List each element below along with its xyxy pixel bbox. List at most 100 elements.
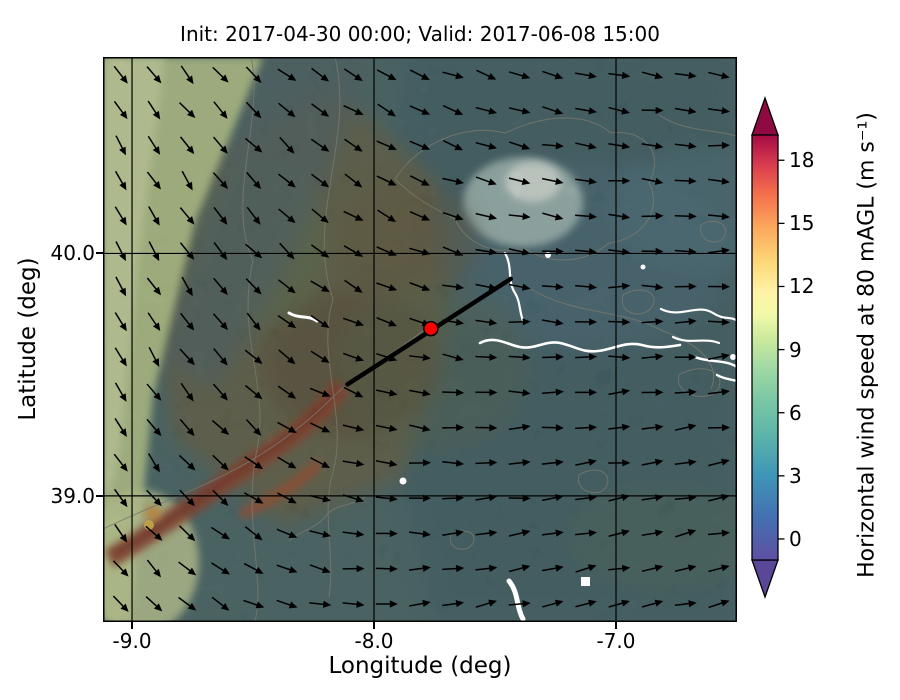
wind-arrow-shaft (179, 489, 191, 502)
wind-arrow (344, 68, 363, 82)
wind-arrow (641, 388, 664, 396)
x-tick-label: -7.0 (596, 629, 636, 653)
wind-arrow (674, 564, 697, 572)
wind-arrow-head (320, 144, 330, 152)
wind-arrow-head (621, 529, 630, 537)
wind-arrow (674, 282, 697, 291)
x-tick-label: -8.0 (354, 629, 394, 653)
wind-arrow-shaft (147, 100, 158, 115)
wind-arrow (475, 529, 498, 537)
wind-arrow-head (389, 424, 398, 432)
wind-arrow-shaft (475, 496, 491, 501)
colorbar-tick-label: 9 (789, 337, 802, 362)
wind-arrow-head (320, 250, 330, 258)
wind-arrow-shaft (178, 561, 192, 572)
wind-arrow-shaft (344, 279, 358, 290)
wind-arrow-shaft (409, 247, 425, 254)
wind-arrow-head (522, 494, 531, 502)
colorbar-tick-label: 15 (789, 211, 815, 236)
wind-arrow-shaft (213, 206, 224, 220)
wind-arrow (674, 107, 697, 115)
wind-arrow-shaft (541, 391, 557, 395)
wind-arrow (147, 135, 161, 155)
wind-arrow (213, 101, 228, 119)
wind-arrow (475, 106, 498, 115)
wind-arrow-shaft (708, 461, 724, 467)
wind-arrow-shaft (608, 567, 624, 571)
wind-arrow (409, 599, 431, 607)
wind-arrow-head (555, 388, 564, 396)
wind-arrow-head (688, 353, 697, 361)
wind-arrow (475, 459, 498, 467)
wind-arrow-shaft (409, 282, 425, 289)
wind-arrow (146, 66, 162, 84)
wind-arrow-head (253, 180, 262, 190)
wind-arrow-head (253, 250, 263, 259)
wind-arrow-head (521, 143, 531, 150)
wind-arrow-shaft (376, 175, 391, 184)
wind-arrow-shaft (674, 426, 690, 431)
wind-arrow (708, 599, 730, 609)
wind-arrow (475, 212, 498, 221)
colorbar-gradient (751, 134, 779, 561)
wind-arrow-shaft (147, 453, 157, 467)
wind-arrow-shaft (542, 602, 557, 608)
wind-arrow (541, 247, 564, 255)
wind-arrow-shaft (310, 244, 324, 255)
wind-arrow-head (521, 529, 531, 537)
wind-arrow-shaft (377, 103, 391, 114)
wind-arrow-head (621, 71, 631, 79)
wind-arrow (674, 247, 697, 256)
wind-arrow-head (219, 145, 228, 154)
wind-arrow-head (252, 322, 261, 331)
wind-arrow-shaft (114, 524, 124, 538)
wind-arrow-head (455, 72, 464, 80)
wind-arrow (377, 103, 396, 117)
wind-arrow-head (356, 565, 365, 573)
colorbar-tick-label: 3 (789, 463, 802, 488)
wind-arrow-head (220, 321, 229, 331)
contour-line (578, 469, 609, 494)
wind-arrow (508, 458, 531, 467)
wind-arrow-head (522, 458, 531, 467)
wind-arrow (342, 459, 365, 467)
wind-arrow (475, 599, 497, 608)
wind-arrow (344, 279, 363, 293)
colorbar-tick-label: 12 (789, 274, 815, 299)
wind-arrow (575, 494, 598, 502)
wind-arrow (147, 453, 160, 473)
wind-arrow-shaft (213, 136, 224, 150)
wind-arrow-head (355, 459, 365, 467)
wind-arrow-head (320, 179, 330, 188)
rivers (287, 251, 737, 622)
wind-arrow-shaft (309, 494, 325, 500)
wind-arrow (279, 242, 295, 260)
wind-arrow-head (186, 322, 195, 331)
wind-arrow-head (688, 458, 697, 467)
wind-arrow (213, 136, 228, 154)
wind-arrow-shaft (641, 602, 657, 608)
wind-arrow-head (152, 322, 161, 332)
wind-arrow (343, 210, 364, 221)
wind-arrow-shaft (245, 419, 258, 432)
wind-arrow-shaft (309, 602, 325, 606)
wind-arrow-shaft (409, 105, 424, 113)
wind-arrow (409, 69, 430, 80)
wind-arrow-shaft (508, 177, 524, 183)
wind-arrow-shaft (375, 424, 391, 430)
wind-arrow-head (687, 423, 697, 431)
wind-arrow-shaft (309, 530, 325, 536)
wind-arrow (408, 564, 431, 572)
wind-arrow-shaft (707, 144, 724, 147)
wind-arrow-head (589, 388, 598, 397)
wind-arrow (542, 106, 564, 115)
wind-arrow-shaft (442, 177, 458, 183)
wind-arrow-shaft (442, 140, 458, 148)
wind-arrow-shaft (641, 496, 657, 501)
wind-arrow (243, 562, 264, 574)
wind-arrow-head (455, 177, 464, 185)
wind-arrow-shaft (674, 107, 690, 112)
wind-arrow-shaft (641, 532, 657, 537)
wind-arrow (409, 282, 431, 292)
wind-arrow-shaft (575, 356, 591, 359)
